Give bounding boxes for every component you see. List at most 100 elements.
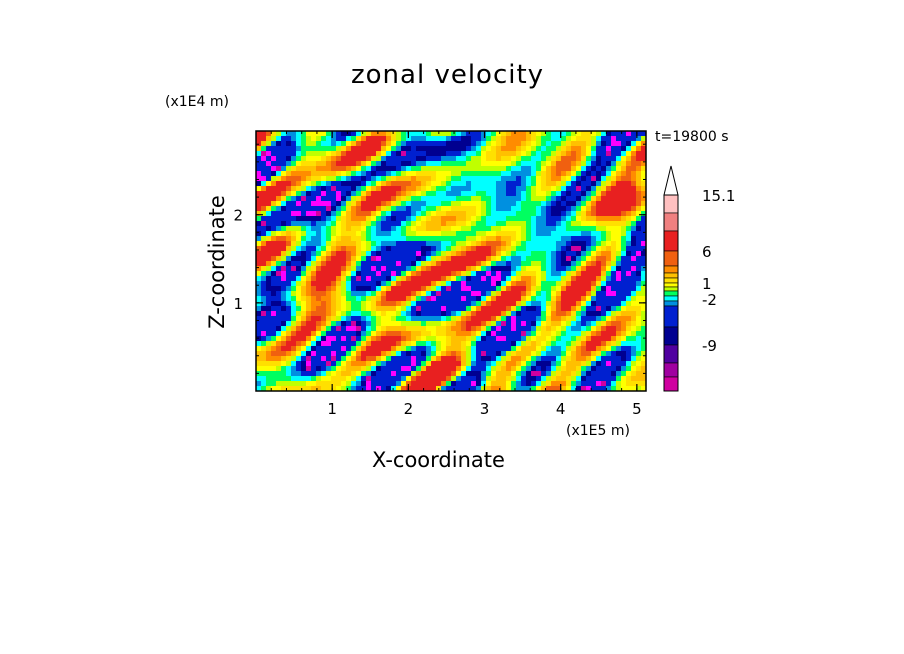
heatmap-cell xyxy=(616,191,621,196)
heatmap-cell xyxy=(576,356,581,361)
heatmap-cell xyxy=(441,331,446,336)
heatmap-cell xyxy=(451,151,456,156)
heatmap-cell xyxy=(296,351,301,356)
heatmap-cell xyxy=(366,356,371,361)
heatmap-cell xyxy=(301,271,306,276)
heatmap-cell xyxy=(286,226,291,231)
heatmap-cell xyxy=(351,176,356,181)
heatmap-cell xyxy=(276,271,281,276)
heatmap-cell xyxy=(406,281,411,286)
heatmap-cell xyxy=(451,316,456,321)
heatmap-cell xyxy=(506,251,511,256)
heatmap-cell xyxy=(271,276,276,281)
heatmap-cell xyxy=(466,231,471,236)
heatmap-cell xyxy=(346,141,351,146)
heatmap-cell xyxy=(416,266,421,271)
heatmap-cell xyxy=(621,271,626,276)
heatmap-cell xyxy=(441,266,446,271)
heatmap-cell xyxy=(641,241,646,246)
heatmap-cell xyxy=(621,241,626,246)
heatmap-cell xyxy=(286,151,291,156)
heatmap-cell xyxy=(611,336,616,341)
heatmap-cell xyxy=(346,256,351,261)
heatmap-cell xyxy=(466,296,471,301)
heatmap-cell xyxy=(641,271,646,276)
heatmap-cell xyxy=(371,341,376,346)
heatmap-cell xyxy=(336,296,341,301)
colorbar-label: 15.1 xyxy=(702,187,735,205)
heatmap-cell xyxy=(301,336,306,341)
heatmap-cell xyxy=(431,176,436,181)
heatmap-cell xyxy=(401,326,406,331)
heatmap-cell xyxy=(361,221,366,226)
heatmap-cell xyxy=(501,361,506,366)
heatmap-cell xyxy=(586,161,591,166)
heatmap-cell xyxy=(336,176,341,181)
heatmap-cell xyxy=(366,166,371,171)
heatmap-cell xyxy=(486,196,491,201)
heatmap-cell xyxy=(306,371,311,376)
heatmap-cell xyxy=(536,311,541,316)
heatmap-cell xyxy=(426,341,431,346)
heatmap-cell xyxy=(476,196,481,201)
heatmap-cell xyxy=(316,336,321,341)
heatmap-cell xyxy=(506,206,511,211)
heatmap-cell xyxy=(571,361,576,366)
heatmap-cell xyxy=(346,301,351,306)
heatmap-cell xyxy=(576,246,581,251)
heatmap-cell xyxy=(376,341,381,346)
heatmap-cell xyxy=(461,196,466,201)
heatmap-cell xyxy=(561,166,566,171)
heatmap-cell xyxy=(601,266,606,271)
heatmap-cell xyxy=(496,246,501,251)
heatmap-cell xyxy=(421,241,426,246)
heatmap-cell xyxy=(536,291,541,296)
heatmap-cell xyxy=(271,376,276,381)
heatmap-cell xyxy=(421,261,426,266)
heatmap-cell xyxy=(511,371,516,376)
heatmap-cell xyxy=(366,131,371,136)
heatmap-cell xyxy=(286,361,291,366)
heatmap-cell xyxy=(611,306,616,311)
heatmap-cell xyxy=(606,161,611,166)
heatmap-cell xyxy=(541,161,546,166)
heatmap-cell xyxy=(426,251,431,256)
heatmap-cell xyxy=(291,336,296,341)
heatmap-cell xyxy=(296,386,301,391)
heatmap-cell xyxy=(501,281,506,286)
heatmap-cell xyxy=(501,311,506,316)
heatmap-cell xyxy=(621,286,626,291)
heatmap-cell xyxy=(266,281,271,286)
heatmap-cell xyxy=(296,156,301,161)
heatmap-cell xyxy=(496,206,501,211)
heatmap-cell xyxy=(471,146,476,151)
heatmap-cell xyxy=(406,191,411,196)
heatmap-cell xyxy=(446,311,451,316)
heatmap-cell xyxy=(301,366,306,371)
heatmap-cell xyxy=(331,376,336,381)
heatmap-cell xyxy=(536,201,541,206)
heatmap-cell xyxy=(601,211,606,216)
heatmap-cell xyxy=(391,176,396,181)
heatmap-cell xyxy=(446,261,451,266)
heatmap-cell xyxy=(326,276,331,281)
heatmap-cell xyxy=(531,251,536,256)
heatmap-cell xyxy=(321,241,326,246)
heatmap-cell xyxy=(311,311,316,316)
heatmap-cell xyxy=(571,351,576,356)
heatmap-cell xyxy=(441,291,446,296)
heatmap-cell xyxy=(356,201,361,206)
heatmap-cell xyxy=(396,186,401,191)
heatmap-cell xyxy=(416,131,421,136)
heatmap-cell xyxy=(536,186,541,191)
heatmap-cell xyxy=(381,201,386,206)
heatmap-cell xyxy=(561,296,566,301)
heatmap-cell xyxy=(631,256,636,261)
heatmap-cell xyxy=(366,231,371,236)
heatmap-cell xyxy=(531,316,536,321)
heatmap-cell xyxy=(581,181,586,186)
heatmap-cell xyxy=(531,151,536,156)
heatmap-cell xyxy=(511,216,516,221)
heatmap-cell xyxy=(601,236,606,241)
heatmap-cell xyxy=(541,131,546,136)
